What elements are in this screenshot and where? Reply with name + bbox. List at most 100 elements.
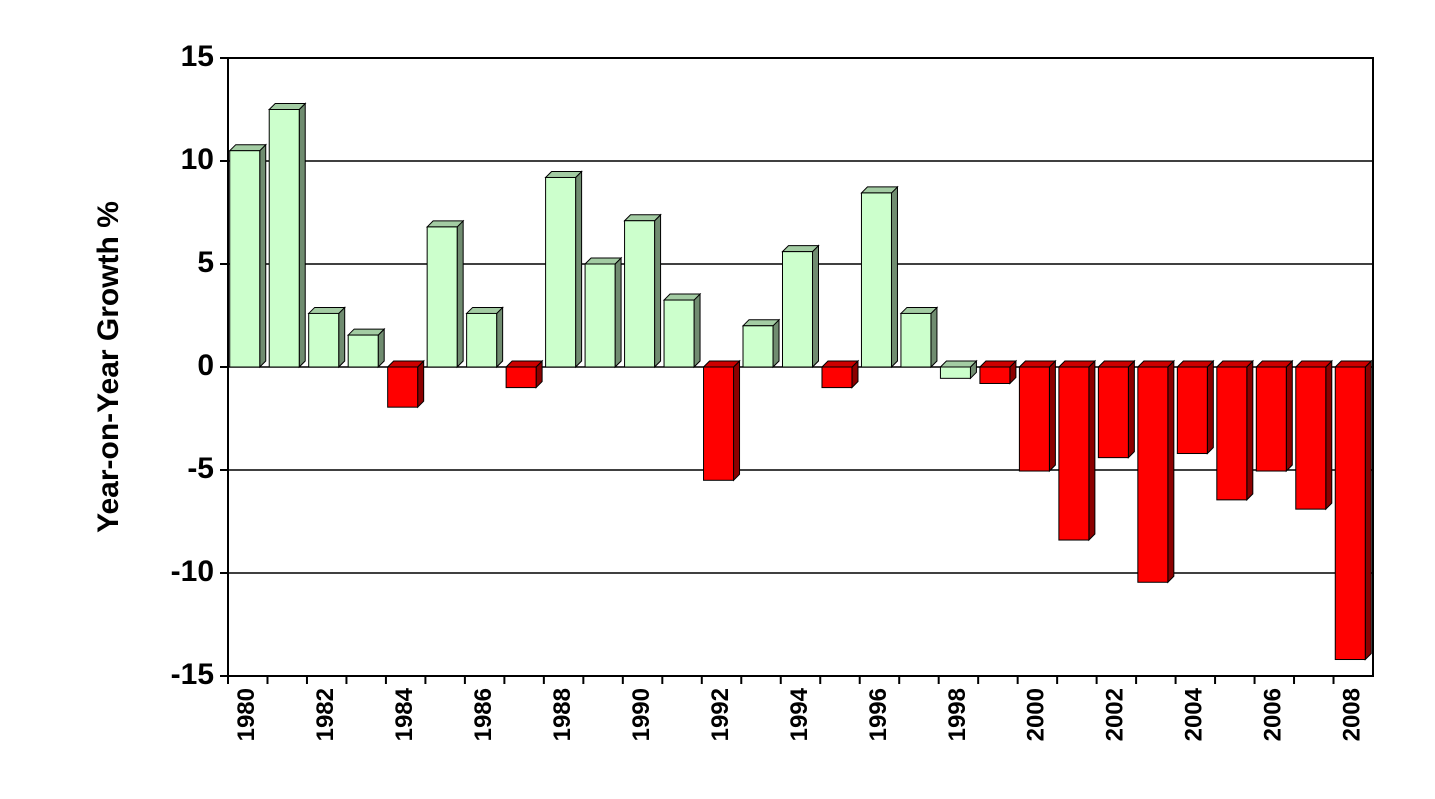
bar-top xyxy=(623,214,662,222)
bar xyxy=(1334,366,1366,661)
bar-top xyxy=(544,170,583,178)
bar-top xyxy=(702,360,741,368)
bar xyxy=(545,176,577,368)
bar-top xyxy=(386,360,425,368)
bar-side xyxy=(1246,359,1254,502)
bar-side xyxy=(614,256,622,369)
bar-top xyxy=(1255,360,1294,368)
bar xyxy=(268,109,300,368)
x-tick-label: 2008 xyxy=(1339,688,1366,741)
bar-side xyxy=(654,213,662,369)
x-tick-label: 1982 xyxy=(312,688,339,741)
bar-side xyxy=(1364,359,1372,661)
bar-top xyxy=(1294,360,1333,368)
bar-top xyxy=(860,186,899,194)
bar xyxy=(584,263,616,368)
x-tick-label: 1986 xyxy=(470,688,497,741)
bar xyxy=(1137,366,1169,583)
bar-top xyxy=(1057,360,1097,368)
bar-top xyxy=(1334,360,1373,368)
bar-top xyxy=(1018,360,1057,368)
bar xyxy=(860,192,892,368)
bar xyxy=(229,150,261,368)
bar-top xyxy=(1215,360,1255,368)
bar xyxy=(1255,366,1287,472)
bar-side xyxy=(1048,359,1056,473)
y-tick-label: -5 xyxy=(187,452,214,485)
bar xyxy=(308,312,340,368)
bar-top xyxy=(1136,360,1176,368)
x-tick-label: 1988 xyxy=(549,688,576,741)
x-tick-label: 1980 xyxy=(233,688,260,741)
bar-top xyxy=(978,360,1018,368)
x-tick-label: 1996 xyxy=(865,688,892,741)
bar-side xyxy=(496,306,504,369)
bar xyxy=(742,325,774,368)
y-tick-label: 10 xyxy=(181,143,214,176)
bar-side xyxy=(1206,359,1214,455)
bar xyxy=(939,366,971,379)
bar-side xyxy=(456,219,464,369)
bar-side xyxy=(1088,359,1096,542)
bar xyxy=(347,334,379,368)
y-axis-label: Year-on-Year Growth % xyxy=(92,201,125,533)
y-tick-label: -15 xyxy=(171,658,214,691)
x-tick-label: 1998 xyxy=(944,688,971,741)
y-tick-label: 0 xyxy=(197,349,214,382)
bar-side xyxy=(338,306,346,369)
bar xyxy=(1176,366,1208,455)
bar-top xyxy=(1097,360,1136,368)
bar xyxy=(1097,366,1129,459)
bar-side xyxy=(930,306,938,369)
x-tick-label: 1984 xyxy=(391,687,418,741)
bar-top xyxy=(1176,360,1215,368)
bar xyxy=(505,366,537,389)
x-tick-label: 2004 xyxy=(1181,687,1208,741)
y-tick-label: 5 xyxy=(197,246,214,279)
bar-top xyxy=(228,144,267,152)
x-tick-label: 2000 xyxy=(1023,688,1050,741)
bar xyxy=(979,366,1011,384)
bar xyxy=(900,312,932,368)
bar-top xyxy=(741,319,781,327)
bar-side xyxy=(575,170,583,369)
x-tick-label: 1994 xyxy=(786,687,813,741)
y-tick-label: 15 xyxy=(181,40,214,73)
bar-side xyxy=(733,359,741,482)
bar-side xyxy=(1127,359,1135,459)
bar xyxy=(1058,366,1090,541)
bar-top xyxy=(781,245,820,253)
bar-side xyxy=(259,143,267,369)
bar xyxy=(781,251,814,368)
bar xyxy=(426,226,458,368)
bar-side xyxy=(417,359,425,409)
bar-side xyxy=(1167,359,1175,584)
bar-top xyxy=(820,360,860,368)
x-tick-label: 1990 xyxy=(628,688,655,741)
bar-top xyxy=(583,257,623,265)
bar xyxy=(624,220,656,368)
bar-top xyxy=(307,306,346,314)
bar xyxy=(821,366,853,389)
bar-top xyxy=(346,328,386,336)
bar xyxy=(1216,366,1248,501)
bar-side xyxy=(772,318,780,369)
bar-top xyxy=(425,220,465,228)
bar-side xyxy=(1285,359,1293,473)
bar xyxy=(1018,366,1050,472)
bar-top xyxy=(662,293,702,301)
bar-side xyxy=(1325,359,1333,511)
bar-top xyxy=(899,306,939,314)
bar-side xyxy=(693,292,701,369)
bar-top xyxy=(465,306,504,314)
bar xyxy=(703,366,735,481)
bar-top xyxy=(268,103,307,110)
bar-side xyxy=(298,102,306,369)
bar xyxy=(663,299,695,368)
bar-top xyxy=(939,360,978,368)
bar-side xyxy=(812,244,820,369)
plot-border xyxy=(227,57,1374,677)
x-tick-label: 1992 xyxy=(707,688,734,741)
bar xyxy=(387,366,419,408)
